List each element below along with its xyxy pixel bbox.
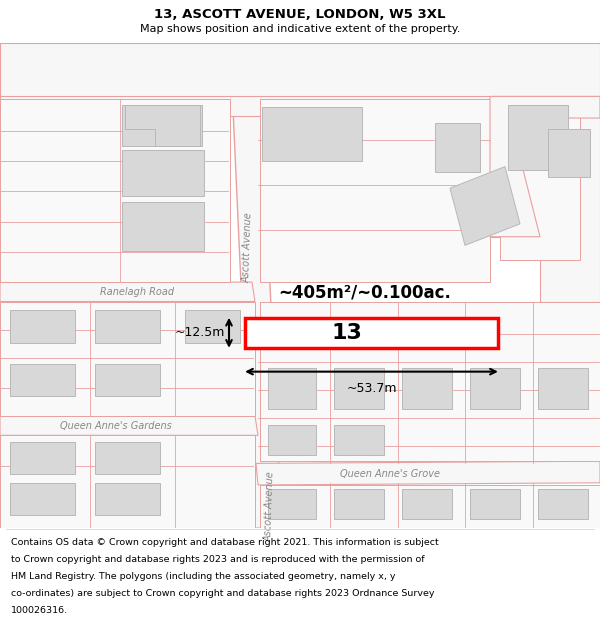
Text: ~53.7m: ~53.7m bbox=[346, 382, 397, 396]
Bar bbox=[260, 485, 600, 528]
Text: HM Land Registry. The polygons (including the associated geometry, namely x, y: HM Land Registry. The polygons (includin… bbox=[11, 572, 395, 581]
Bar bbox=[538, 368, 588, 409]
Bar bbox=[538, 489, 588, 519]
Bar bbox=[435, 124, 480, 172]
Text: 100026316.: 100026316. bbox=[11, 606, 68, 614]
Bar bbox=[508, 105, 568, 170]
Bar bbox=[10, 482, 75, 515]
Bar bbox=[95, 364, 160, 396]
Text: Queen Anne's Gardens: Queen Anne's Gardens bbox=[60, 421, 172, 431]
Polygon shape bbox=[230, 42, 282, 528]
Bar bbox=[122, 105, 202, 146]
Text: Ranelagh Road: Ranelagh Road bbox=[100, 287, 174, 297]
Polygon shape bbox=[256, 461, 600, 485]
Bar bbox=[0, 436, 255, 528]
Bar bbox=[268, 424, 316, 455]
Bar bbox=[334, 424, 384, 455]
Text: ~405m²/~0.100ac.: ~405m²/~0.100ac. bbox=[278, 284, 451, 301]
Bar bbox=[185, 310, 240, 342]
Bar bbox=[245, 318, 498, 348]
Bar bbox=[95, 442, 160, 474]
Bar bbox=[334, 489, 384, 519]
Bar bbox=[95, 482, 160, 515]
Text: 13: 13 bbox=[331, 322, 362, 342]
Text: Contains OS data © Crown copyright and database right 2021. This information is : Contains OS data © Crown copyright and d… bbox=[11, 538, 439, 547]
Bar bbox=[122, 151, 204, 196]
Text: Map shows position and indicative extent of the property.: Map shows position and indicative extent… bbox=[140, 24, 460, 34]
Text: Ascott Avenue: Ascott Avenue bbox=[242, 212, 254, 283]
Text: 13, ASCOTT AVENUE, LONDON, W5 3XL: 13, ASCOTT AVENUE, LONDON, W5 3XL bbox=[154, 9, 446, 21]
Bar bbox=[470, 368, 520, 409]
Bar bbox=[548, 129, 590, 178]
Polygon shape bbox=[0, 282, 255, 301]
Bar bbox=[10, 442, 75, 474]
Bar bbox=[268, 368, 316, 409]
Polygon shape bbox=[490, 96, 600, 301]
Polygon shape bbox=[125, 105, 200, 146]
Polygon shape bbox=[0, 416, 258, 436]
Bar bbox=[500, 99, 580, 261]
Bar bbox=[10, 310, 75, 342]
Bar bbox=[10, 364, 75, 396]
Bar bbox=[268, 489, 316, 519]
Bar bbox=[262, 107, 362, 161]
Bar bbox=[122, 202, 204, 251]
Bar bbox=[0, 42, 600, 99]
Bar bbox=[402, 368, 452, 409]
Bar bbox=[402, 489, 452, 519]
Text: co-ordinates) are subject to Crown copyright and database rights 2023 Ordnance S: co-ordinates) are subject to Crown copyr… bbox=[11, 589, 434, 598]
Text: Queen Anne's Grove: Queen Anne's Grove bbox=[340, 469, 440, 479]
Bar bbox=[0, 99, 230, 282]
Bar bbox=[95, 310, 160, 342]
Text: to Crown copyright and database rights 2023 and is reproduced with the permissio: to Crown copyright and database rights 2… bbox=[11, 555, 424, 564]
Text: ~12.5m: ~12.5m bbox=[175, 326, 225, 339]
Bar bbox=[470, 489, 520, 519]
Polygon shape bbox=[490, 96, 600, 237]
Bar bbox=[334, 368, 384, 409]
Bar bbox=[0, 96, 600, 116]
Bar bbox=[0, 301, 255, 416]
Polygon shape bbox=[450, 167, 520, 246]
Bar bbox=[260, 99, 490, 282]
Text: Ascott Avenue: Ascott Avenue bbox=[264, 471, 276, 542]
Bar bbox=[260, 301, 600, 461]
